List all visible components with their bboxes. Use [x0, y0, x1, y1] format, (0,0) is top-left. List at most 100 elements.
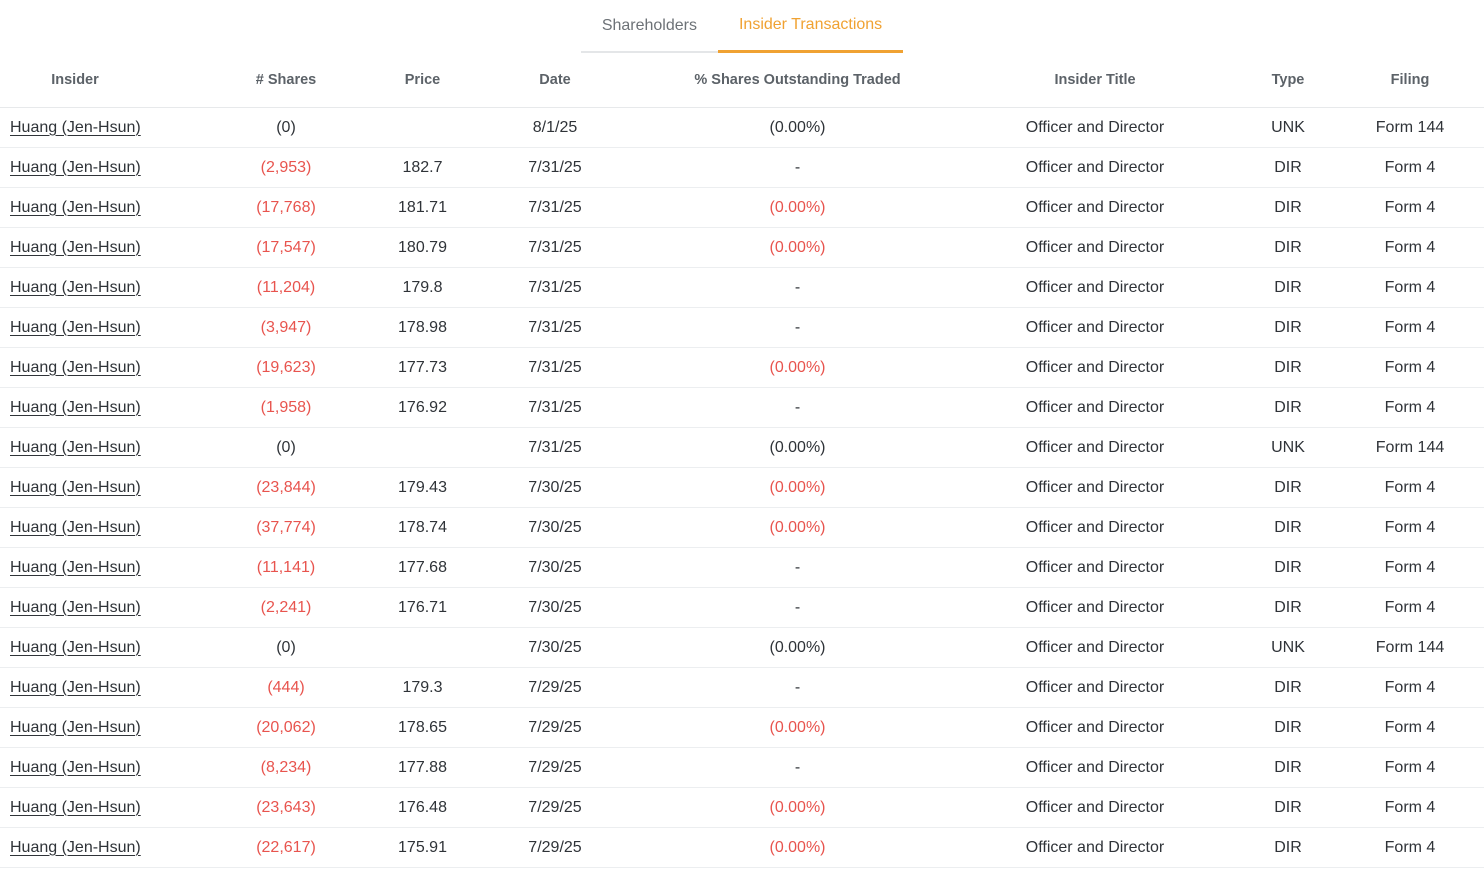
insider-link[interactable]: Huang (Jen-Hsun)	[10, 438, 141, 456]
insider-link[interactable]: Huang (Jen-Hsun)	[10, 478, 141, 496]
insider-title-cell: Officer and Director	[1025, 318, 1165, 336]
price-cell: 180.79	[398, 238, 447, 256]
pct-shares-cell: (0.00%)	[769, 118, 826, 136]
table-row: Huang (Jen-Hsun) (17,547) 180.79 7/31/25…	[0, 228, 1484, 268]
filing-cell: Form 4	[1384, 838, 1436, 856]
insider-title-cell: Officer and Director	[1025, 158, 1165, 176]
filing-cell: Form 4	[1384, 318, 1436, 336]
type-cell: UNK	[1271, 118, 1305, 136]
insider-cell: Huang (Jen-Hsun)	[0, 199, 192, 217]
insider-title-cell: Officer and Director	[1025, 398, 1165, 416]
pct-shares-cell: -	[794, 158, 801, 176]
pct-shares-cell: (0.00%)	[769, 518, 826, 536]
table-row: Huang (Jen-Hsun) (23,643) 176.48 7/29/25…	[0, 788, 1484, 828]
pct-shares-cell: -	[794, 678, 801, 696]
pct-shares-cell: (0.00%)	[769, 838, 826, 856]
insider-link[interactable]: Huang (Jen-Hsun)	[10, 278, 141, 296]
type-cell: DIR	[1274, 718, 1302, 736]
insider-link[interactable]: Huang (Jen-Hsun)	[10, 118, 141, 136]
pct-shares-cell: -	[794, 318, 801, 336]
insider-link[interactable]: Huang (Jen-Hsun)	[10, 318, 141, 336]
insider-link[interactable]: Huang (Jen-Hsun)	[10, 718, 141, 736]
table-body: Huang (Jen-Hsun) (0) 8/1/25 (0.00%) Offi…	[0, 108, 1484, 868]
shares-cell: (19,623)	[256, 358, 316, 376]
col-header-insider-title: Insider Title	[1054, 72, 1136, 88]
insider-link[interactable]: Huang (Jen-Hsun)	[10, 558, 141, 576]
insider-link[interactable]: Huang (Jen-Hsun)	[10, 358, 141, 376]
filing-cell: Form 4	[1384, 518, 1436, 536]
shares-cell: (20,062)	[256, 718, 316, 736]
shares-cell: (0)	[276, 438, 296, 456]
shares-cell: (11,141)	[256, 558, 316, 576]
pct-shares-cell: -	[794, 278, 801, 296]
tab-insider-transactions[interactable]: Insider Transactions	[717, 0, 904, 53]
insider-link[interactable]: Huang (Jen-Hsun)	[10, 238, 141, 256]
pct-shares-cell: (0.00%)	[769, 358, 826, 376]
pct-shares-cell: -	[794, 558, 801, 576]
date-cell: 7/29/25	[528, 838, 582, 856]
filing-cell: Form 4	[1384, 758, 1436, 776]
insider-cell: Huang (Jen-Hsun)	[0, 399, 192, 417]
shares-cell: (3,947)	[260, 318, 312, 336]
insider-link[interactable]: Huang (Jen-Hsun)	[10, 758, 141, 776]
shares-cell: (17,547)	[256, 238, 316, 256]
table-header-row: Insider # Shares Price Date % Shares Out…	[0, 53, 1484, 108]
tab-shareholders[interactable]: Shareholders	[580, 0, 718, 53]
insider-title-cell: Officer and Director	[1025, 718, 1165, 736]
type-cell: DIR	[1274, 798, 1302, 816]
pct-shares-cell: (0.00%)	[769, 718, 826, 736]
insider-cell: Huang (Jen-Hsun)	[0, 799, 192, 817]
type-cell: DIR	[1274, 838, 1302, 856]
filing-cell: Form 4	[1384, 158, 1436, 176]
shares-cell: (2,241)	[260, 598, 312, 616]
price-cell: 182.7	[402, 158, 443, 176]
pct-shares-cell: (0.00%)	[769, 438, 826, 456]
insider-link[interactable]: Huang (Jen-Hsun)	[10, 638, 141, 656]
shares-cell: (1,958)	[260, 398, 312, 416]
insider-link[interactable]: Huang (Jen-Hsun)	[10, 518, 141, 536]
pct-shares-cell: -	[794, 598, 801, 616]
insider-title-cell: Officer and Director	[1025, 638, 1165, 656]
insider-cell: Huang (Jen-Hsun)	[0, 719, 192, 737]
insider-link[interactable]: Huang (Jen-Hsun)	[10, 598, 141, 616]
price-cell: 176.48	[398, 798, 447, 816]
insider-link[interactable]: Huang (Jen-Hsun)	[10, 678, 141, 696]
date-cell: 7/29/25	[528, 678, 582, 696]
insider-cell: Huang (Jen-Hsun)	[0, 279, 192, 297]
date-cell: 7/31/25	[528, 398, 582, 416]
date-cell: 7/30/25	[528, 638, 582, 656]
insider-cell: Huang (Jen-Hsun)	[0, 679, 192, 697]
price-cell: 179.3	[402, 678, 443, 696]
shares-cell: (37,774)	[256, 518, 316, 536]
price-cell: 178.74	[398, 518, 447, 536]
filing-cell: Form 4	[1384, 398, 1436, 416]
col-header-pct-shares-outstanding: % Shares Outstanding Traded	[694, 72, 901, 88]
insider-link[interactable]: Huang (Jen-Hsun)	[10, 158, 141, 176]
col-header-filing: Filing	[1390, 72, 1430, 88]
filing-cell: Form 4	[1384, 678, 1436, 696]
insider-title-cell: Officer and Director	[1025, 598, 1165, 616]
insider-cell: Huang (Jen-Hsun)	[0, 119, 192, 137]
filing-cell: Form 144	[1375, 638, 1445, 656]
table-row: Huang (Jen-Hsun) (23,844) 179.43 7/30/25…	[0, 468, 1484, 508]
shares-cell: (23,844)	[256, 478, 316, 496]
filing-cell: Form 4	[1384, 478, 1436, 496]
date-cell: 7/31/25	[528, 238, 582, 256]
table-row: Huang (Jen-Hsun) (37,774) 178.74 7/30/25…	[0, 508, 1484, 548]
insider-link[interactable]: Huang (Jen-Hsun)	[10, 798, 141, 816]
insider-title-cell: Officer and Director	[1025, 238, 1165, 256]
insider-link[interactable]: Huang (Jen-Hsun)	[10, 398, 141, 416]
price-cell: 175.91	[398, 838, 447, 856]
date-cell: 7/29/25	[528, 798, 582, 816]
table-row: Huang (Jen-Hsun) (17,768) 181.71 7/31/25…	[0, 188, 1484, 228]
pct-shares-cell: (0.00%)	[769, 798, 826, 816]
filing-cell: Form 4	[1384, 798, 1436, 816]
insider-title-cell: Officer and Director	[1025, 758, 1165, 776]
type-cell: UNK	[1271, 638, 1305, 656]
insider-title-cell: Officer and Director	[1025, 358, 1165, 376]
insider-link[interactable]: Huang (Jen-Hsun)	[10, 198, 141, 216]
shares-cell: (11,204)	[256, 278, 316, 296]
insider-cell: Huang (Jen-Hsun)	[0, 359, 192, 377]
table-row: Huang (Jen-Hsun) (0) 7/30/25 (0.00%) Off…	[0, 628, 1484, 668]
insider-link[interactable]: Huang (Jen-Hsun)	[10, 838, 141, 856]
